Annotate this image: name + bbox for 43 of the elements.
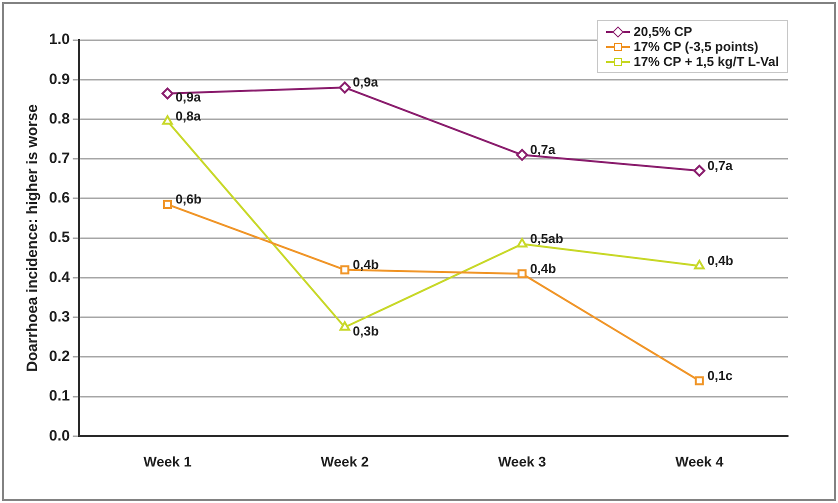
y-tick-label: 0.3 [48, 308, 70, 326]
point [340, 265, 350, 274]
data-label: 0,8a [175, 108, 202, 124]
data-label: 0,1c [707, 368, 733, 383]
data-label: 0,6b [175, 192, 202, 206]
x-tick-label: Week 2 [320, 453, 369, 470]
legend-label: 17% CP (-3,5 points) [634, 39, 758, 54]
y-tick-label: 0.4 [48, 268, 70, 286]
y-tick-label: 1.0 [48, 31, 70, 48]
point [338, 82, 351, 94]
data-label: 0,9a [175, 90, 202, 105]
y-axis-title: Doarrhoea incidence: higher is worse [24, 104, 42, 372]
point [516, 148, 528, 161]
y-tick-label: 0.5 [48, 229, 70, 246]
data-label: 0,9a [352, 74, 379, 90]
point [518, 269, 527, 278]
data-label: 0,5ab [530, 231, 564, 246]
x-tick-label: Week 4 [675, 453, 724, 470]
y-tick-label: 0.8 [48, 110, 70, 128]
point [162, 200, 172, 209]
y-tick-label: 0.7 [48, 150, 70, 167]
point [694, 260, 705, 270]
y-tick-label: 0.6 [48, 190, 70, 207]
point [693, 164, 706, 177]
data-label: 0,3b [352, 323, 379, 338]
x-tick-label: Week 1 [143, 453, 192, 470]
point [339, 321, 350, 331]
y-tick-label: 0.9 [48, 70, 70, 88]
point [516, 238, 528, 248]
point [162, 115, 173, 125]
data-label: 0,7a [530, 142, 556, 157]
point [161, 87, 174, 100]
y-tick-label: 0.1 [48, 388, 70, 405]
data-label: 0,4b [530, 260, 556, 276]
legend-label: 20,5% CP [634, 24, 692, 39]
x-tick-label: Week 3 [498, 453, 546, 470]
data-label: 0,7a [707, 158, 734, 173]
point [694, 376, 704, 386]
y-tick-label: 0.2 [48, 348, 70, 366]
legend-label: 17% CP + 1,5 kg/T L-Val [634, 54, 779, 69]
data-label: 0,4b [707, 252, 734, 268]
data-label: 0,4b [352, 256, 379, 272]
y-tick-label: 0.0 [48, 427, 70, 444]
